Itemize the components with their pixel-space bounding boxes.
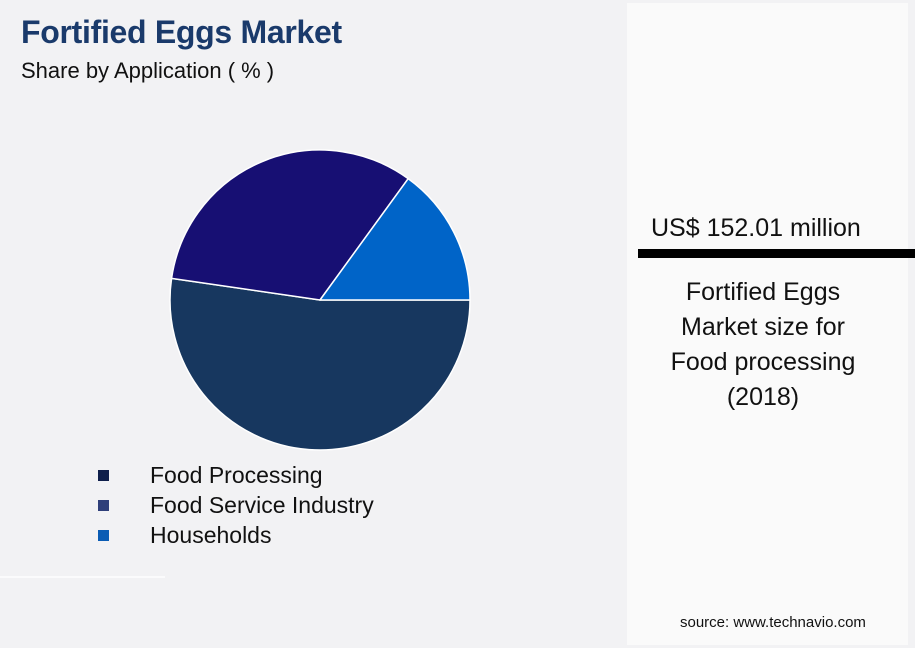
market-size-caption: Fortified Eggs Market size for Food proc… xyxy=(638,275,888,415)
pie-slice-food-service-industry xyxy=(170,149,409,301)
chart-subtitle: Share by Application ( % ) xyxy=(21,58,275,83)
legend-swatch-icon xyxy=(98,529,109,541)
caption-line: Food processing xyxy=(670,348,856,376)
pie-slice-food-processing xyxy=(169,277,471,451)
pie-chart xyxy=(169,149,471,451)
legend-swatch-icon xyxy=(98,469,109,481)
caption-line: Fortified Eggs xyxy=(685,278,841,306)
legend-item-households: Households xyxy=(98,520,374,550)
pie-slice-households xyxy=(319,177,471,301)
legend-label: Food Processing xyxy=(150,461,323,488)
legend: Food Processing Food Service Industry Ho… xyxy=(98,460,374,550)
legend-item-food-service-industry: Food Service Industry xyxy=(98,490,374,520)
metric-underline-bar xyxy=(638,249,915,258)
caption-line: (2018) xyxy=(726,383,800,411)
chart-title: Fortified Eggs Market xyxy=(21,14,342,50)
info-panel xyxy=(627,3,908,645)
source-credit: source: www.technavio.com xyxy=(680,614,866,631)
legend-swatch-icon xyxy=(98,499,109,511)
market-size-value: US$ 152.01 million xyxy=(651,214,861,242)
legend-item-food-processing: Food Processing xyxy=(98,460,374,490)
caption-line: Market size for xyxy=(681,313,845,341)
legend-label: Households xyxy=(150,521,272,548)
divider xyxy=(0,576,165,578)
legend-label: Food Service Industry xyxy=(150,491,374,518)
